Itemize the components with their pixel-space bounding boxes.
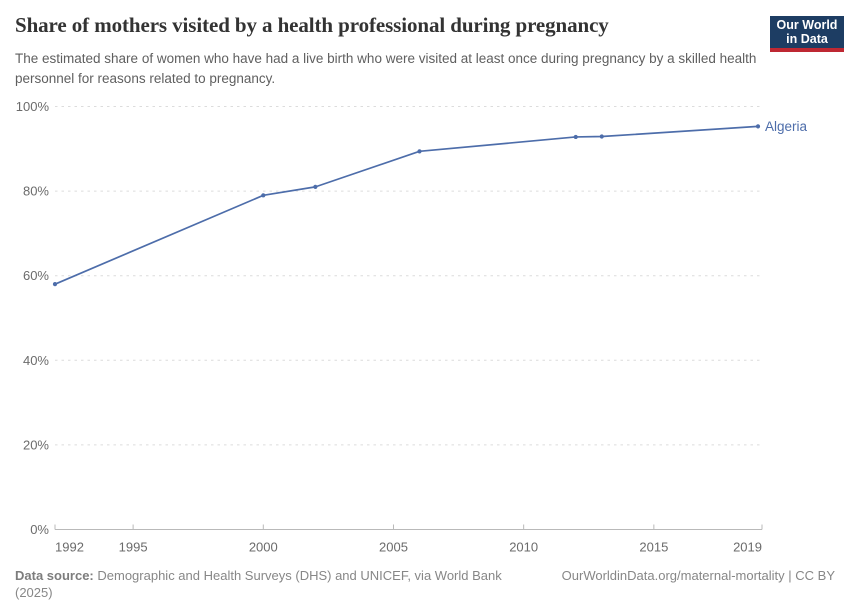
data-point — [755, 124, 761, 129]
x-tick-label: 2000 — [249, 540, 278, 555]
trend-line — [54, 125, 759, 286]
chart-title: Share of mothers visited by a health pro… — [15, 13, 609, 37]
owid-url-link[interactable]: OurWorldinData.org/maternal-mortality | … — [561, 568, 835, 583]
y-tick-label: 0% — [30, 522, 49, 537]
x-tick-label: 2015 — [639, 540, 668, 555]
entity-label: Algeria — [765, 119, 808, 134]
data-source-label: Data source: — [15, 568, 94, 583]
owid-logo-line1: Our World — [776, 18, 838, 32]
x-tick-label: 1995 — [119, 540, 148, 555]
chart-footer: Data source: Demographic and Health Surv… — [15, 567, 835, 601]
data-point — [417, 149, 422, 154]
data-point — [52, 282, 58, 287]
x-tick-label: 2019 — [733, 540, 762, 555]
data-point — [599, 134, 604, 139]
x-tick-label: 2010 — [509, 540, 538, 555]
data-point — [261, 193, 266, 198]
y-tick-label: 40% — [23, 353, 49, 368]
y-tick-label: 60% — [23, 268, 49, 283]
data-source-text: Demographic and Health Surveys (DHS) and… — [15, 568, 502, 600]
data-point — [573, 134, 578, 140]
y-tick-label: 20% — [23, 437, 49, 452]
x-tick-label: 2005 — [379, 540, 408, 555]
owid-logo-line2: in Data — [786, 32, 828, 46]
y-tick-label: 80% — [23, 184, 49, 199]
x-tick-label: 1992 — [55, 540, 84, 555]
chart-subtitle: The estimated share of women who have ha… — [15, 51, 757, 86]
y-tick-label: 100% — [16, 99, 50, 114]
data-point — [313, 184, 318, 189]
data-source-note: Data source: Demographic and Health Surv… — [15, 567, 542, 601]
owid-logo: Our World in Data — [770, 16, 844, 52]
